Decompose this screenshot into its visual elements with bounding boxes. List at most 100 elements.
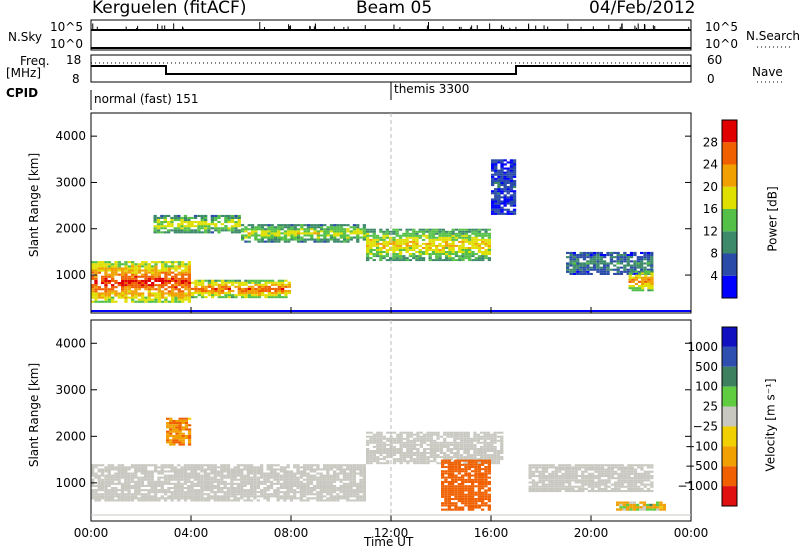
velocity-cell <box>477 470 481 473</box>
power-cell <box>121 288 125 291</box>
power-cell <box>217 290 221 293</box>
power-cell <box>606 254 610 257</box>
power-cell <box>503 202 507 205</box>
velocity-cell <box>120 476 125 479</box>
velocity-cell <box>349 491 353 494</box>
velocity-cell <box>177 480 181 483</box>
velocity-cell <box>299 470 303 473</box>
velocity-colorbar-tick: 1000 <box>687 340 718 354</box>
velocity-cell <box>451 468 455 471</box>
velocity-cell <box>137 499 141 502</box>
power-cell <box>500 190 504 193</box>
power-cell <box>441 234 445 237</box>
velocity-cell <box>362 464 366 467</box>
power-cell <box>296 232 301 235</box>
velocity-cell <box>140 464 144 467</box>
power-cell <box>163 225 167 228</box>
power-cell <box>287 224 291 227</box>
velocity-cell <box>379 462 383 465</box>
power-cell <box>572 270 576 273</box>
power-cell <box>500 179 504 182</box>
power-cell <box>277 279 281 282</box>
power-cell <box>104 286 108 289</box>
velocity-cell <box>476 458 480 461</box>
velocity-cell <box>296 472 300 475</box>
velocity-cell <box>464 459 468 462</box>
velocity-cell <box>110 468 115 471</box>
power-cell <box>494 163 498 166</box>
velocity-cell <box>163 497 168 500</box>
velocity-cell <box>134 489 138 492</box>
power-cell <box>392 257 396 260</box>
velocity-cell <box>299 495 303 498</box>
velocity-cell <box>392 450 397 452</box>
power-cell <box>91 265 95 268</box>
velocity-cell <box>260 493 264 496</box>
velocity-cell <box>423 441 427 444</box>
power-cell <box>207 231 211 234</box>
velocity-cell <box>447 506 451 509</box>
velocity-cell <box>659 508 663 511</box>
velocity-cell <box>107 491 111 494</box>
velocity-cell <box>571 470 575 473</box>
velocity-cell <box>444 485 448 488</box>
velocity-cell <box>130 478 135 481</box>
velocity-cell <box>169 439 173 442</box>
velocity-cell <box>617 487 621 490</box>
velocity-cell <box>336 497 340 500</box>
power-cell <box>418 259 422 262</box>
velocity-cell <box>163 493 168 496</box>
power-cell <box>629 256 634 259</box>
velocity-cell <box>296 497 300 500</box>
power-cell <box>431 251 436 253</box>
velocity-cell <box>160 487 164 490</box>
velocity-cell <box>296 476 300 479</box>
power-cell <box>251 281 255 284</box>
velocity-cell <box>447 476 451 479</box>
velocity-cell <box>306 497 310 500</box>
velocity-cell <box>178 419 182 422</box>
power-cell <box>171 290 175 293</box>
power-cell <box>509 159 514 162</box>
velocity-cell <box>346 482 350 485</box>
velocity-cell <box>197 464 201 467</box>
velocity-cell <box>104 499 108 502</box>
velocity-cell <box>409 448 413 450</box>
velocity-cell <box>137 482 141 485</box>
power-cell <box>491 165 495 168</box>
velocity-cell <box>487 470 491 473</box>
velocity-cell <box>379 441 383 444</box>
power-cell <box>234 214 238 217</box>
velocity-cell <box>329 487 333 490</box>
velocity-cell <box>223 480 227 483</box>
power-cell <box>111 265 115 268</box>
power-colorbar-segment <box>722 120 737 143</box>
power-cell <box>230 229 235 232</box>
cpid-label: CPID <box>6 86 39 100</box>
velocity-cell <box>97 484 101 487</box>
velocity-cell <box>481 480 485 483</box>
velocity-cell <box>382 441 387 444</box>
velocity-cell <box>480 452 484 454</box>
power-cell <box>121 284 125 287</box>
velocity-cell <box>114 493 118 496</box>
velocity-cell <box>399 441 403 444</box>
velocity-cell <box>604 464 608 467</box>
velocity-cell <box>561 475 565 478</box>
velocity-cell <box>500 431 504 434</box>
velocity-cell <box>293 478 297 481</box>
velocity-cell <box>633 483 638 486</box>
power-cell <box>425 249 429 251</box>
power-cell <box>144 273 148 276</box>
velocity-cell <box>444 466 448 469</box>
power-cell <box>193 221 198 224</box>
velocity-cell <box>94 474 98 477</box>
power-cell <box>151 292 155 295</box>
velocity-cell <box>299 487 303 490</box>
power-cell <box>244 287 248 290</box>
velocity-cell <box>594 470 598 473</box>
velocity-cell <box>646 506 650 509</box>
velocity-cell <box>240 495 244 498</box>
power-cell <box>509 202 514 205</box>
velocity-cell <box>220 497 224 500</box>
